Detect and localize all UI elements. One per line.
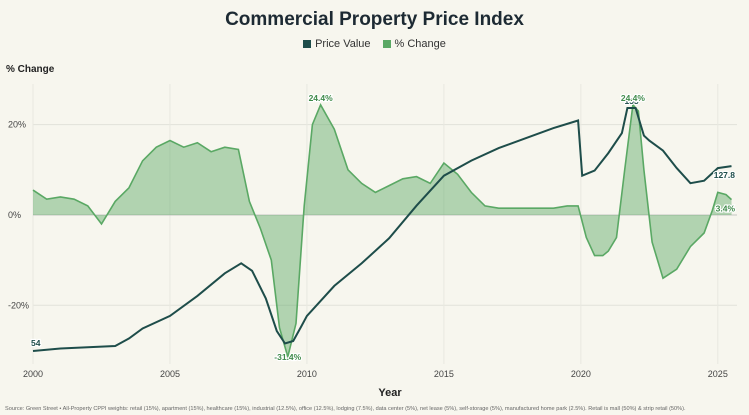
legend: Price Value % Change: [0, 38, 749, 50]
pct-change-area-layer: [32, 102, 733, 360]
pct-change-line: [32, 102, 733, 360]
price-value-line-layer: [32, 107, 732, 352]
x-tick-label: 2025: [708, 369, 728, 379]
y-tick-label: 20%: [8, 120, 26, 130]
legend-swatch-pct-change: [382, 40, 391, 48]
legend-swatch-price-value: [303, 40, 312, 48]
chart-title: Commercial Property Price Index: [225, 9, 524, 30]
legend-label-price-value: Price Value: [315, 38, 371, 50]
annotation-label: 127.8: [714, 170, 736, 180]
axes: 20% 0% -20% 2000 2005 2010 2015 2020 2025: [8, 120, 728, 379]
pct-change-area: [33, 104, 732, 357]
y-tick-label: 0%: [8, 210, 21, 220]
legend-label-pct-change: % Change: [394, 38, 446, 50]
grid: [32, 84, 737, 364]
annotations: 54 155 127.8 24.4% 24.4% -31.4% 3.4%: [30, 92, 737, 363]
annotation-label: -31.4%: [274, 352, 301, 362]
legend-item-pct-change[interactable]: % Change: [382, 38, 446, 50]
x-axis-title: Year: [378, 387, 402, 399]
annotation-label: 24.4%: [621, 93, 646, 103]
annotation-label: 155: [624, 96, 638, 106]
legend-item-price-value[interactable]: Price Value: [303, 38, 371, 50]
x-tick-label: 2010: [297, 369, 317, 379]
annotation-label: 24.4%: [309, 93, 334, 103]
price-value-line: [32, 107, 732, 352]
y-tick-label: -20%: [8, 300, 29, 310]
annotation-label: 3.4%: [716, 204, 736, 214]
x-tick-label: 2000: [23, 369, 43, 379]
x-tick-label: 2005: [160, 369, 180, 379]
x-tick-label: 2015: [434, 369, 454, 379]
source-note: Source: Green Street • All-Property CPPI…: [5, 406, 686, 412]
x-tick-label: 2020: [571, 369, 591, 379]
y-axis-title: % Change: [6, 64, 55, 75]
annotation-label: 54: [31, 338, 41, 348]
